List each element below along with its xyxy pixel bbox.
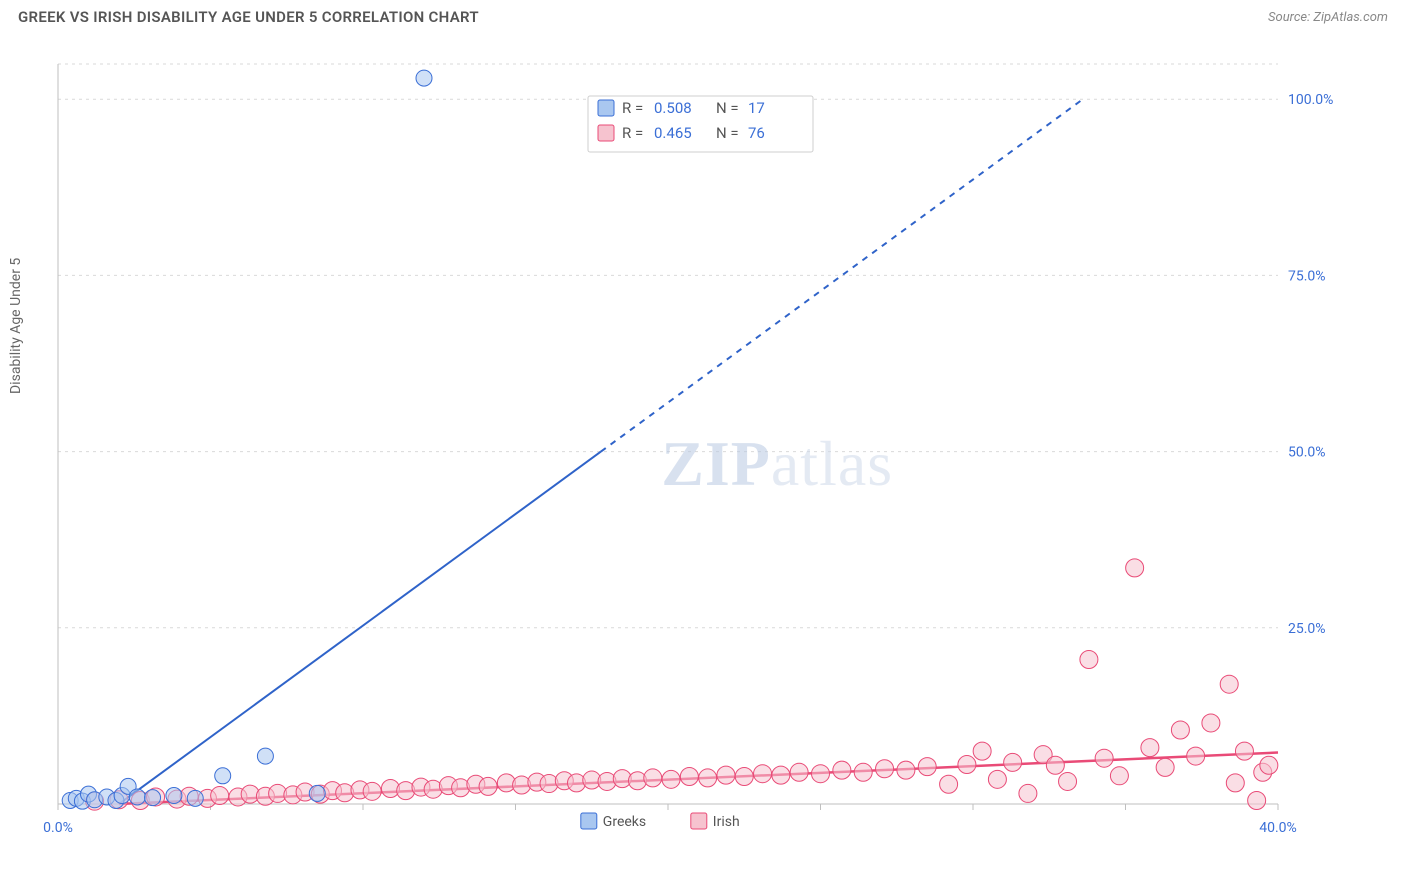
data-point [644, 769, 662, 787]
legend-r-value: 0.465 [654, 124, 692, 142]
data-point [680, 768, 698, 786]
legend-n-value: 17 [748, 99, 765, 117]
data-point [129, 789, 145, 805]
data-point [479, 777, 497, 795]
y-tick-label: 25.0% [1288, 621, 1326, 637]
data-point [309, 785, 325, 801]
source-label: Source: ZipAtlas.com [1268, 10, 1388, 25]
data-point [1220, 675, 1238, 693]
series-label: Greeks [603, 814, 646, 830]
data-point [257, 748, 273, 764]
legend-n-label: N = [716, 124, 739, 142]
data-point [1004, 753, 1022, 771]
x-tick-label: 40.0% [1259, 820, 1297, 836]
legend-r-label: R = [622, 124, 643, 142]
data-point [812, 765, 830, 783]
data-point [699, 769, 717, 787]
data-point [1126, 559, 1144, 577]
legend-r-label: R = [622, 99, 643, 117]
data-point [1141, 739, 1159, 757]
data-point [940, 775, 958, 793]
data-point [1260, 756, 1278, 774]
data-point [973, 742, 991, 760]
data-point [1248, 791, 1266, 809]
watermark: ZIPatlas [661, 428, 893, 499]
data-point [363, 782, 381, 800]
data-point [958, 756, 976, 774]
legend-swatch [598, 100, 614, 116]
data-point [1171, 721, 1189, 739]
data-point [145, 790, 161, 806]
data-point [211, 787, 229, 805]
data-point [1059, 772, 1077, 790]
y-tick-label: 50.0% [1288, 445, 1326, 461]
data-point [1202, 714, 1220, 732]
data-point [416, 70, 432, 86]
data-point [187, 790, 203, 806]
legend-n-label: N = [716, 99, 739, 117]
data-point [1095, 749, 1113, 767]
series-label: Irish [713, 814, 740, 830]
data-point [1046, 756, 1064, 774]
x-tick-label: 0.0% [43, 820, 73, 836]
data-point [1187, 747, 1205, 765]
data-point [988, 770, 1006, 788]
legend-r-value: 0.508 [654, 99, 692, 117]
data-point [1226, 774, 1244, 792]
data-point [1156, 758, 1174, 776]
data-point [1080, 651, 1098, 669]
data-point [854, 763, 872, 781]
data-point [166, 788, 182, 804]
chart-title: GREEK VS IRISH DISABILITY AGE UNDER 5 CO… [18, 8, 479, 26]
data-point [772, 766, 790, 784]
legend-n-value: 76 [748, 124, 765, 142]
data-point [1235, 742, 1253, 760]
legend-swatch [598, 125, 614, 141]
data-point [790, 763, 808, 781]
data-point [833, 761, 851, 779]
data-point [876, 760, 894, 778]
y-axis-label: Disability Age Under 5 [8, 258, 24, 394]
series-swatch [691, 813, 707, 829]
data-point [662, 770, 680, 788]
correlation-scatter-chart: 25.0% 50.0% 75.0% 100.0% 0.0% 40.0% ZIPatlas R … [18, 34, 1358, 854]
y-tick-label: 75.0% [1288, 268, 1326, 284]
y-tick-label: 100.0% [1288, 92, 1333, 108]
data-point [735, 768, 753, 786]
data-point [754, 765, 772, 783]
data-point [1110, 767, 1128, 785]
data-point [717, 766, 735, 784]
series-swatch [581, 813, 597, 829]
data-point [215, 768, 231, 784]
data-point [918, 758, 936, 776]
data-point [1019, 784, 1037, 802]
data-point [897, 761, 915, 779]
